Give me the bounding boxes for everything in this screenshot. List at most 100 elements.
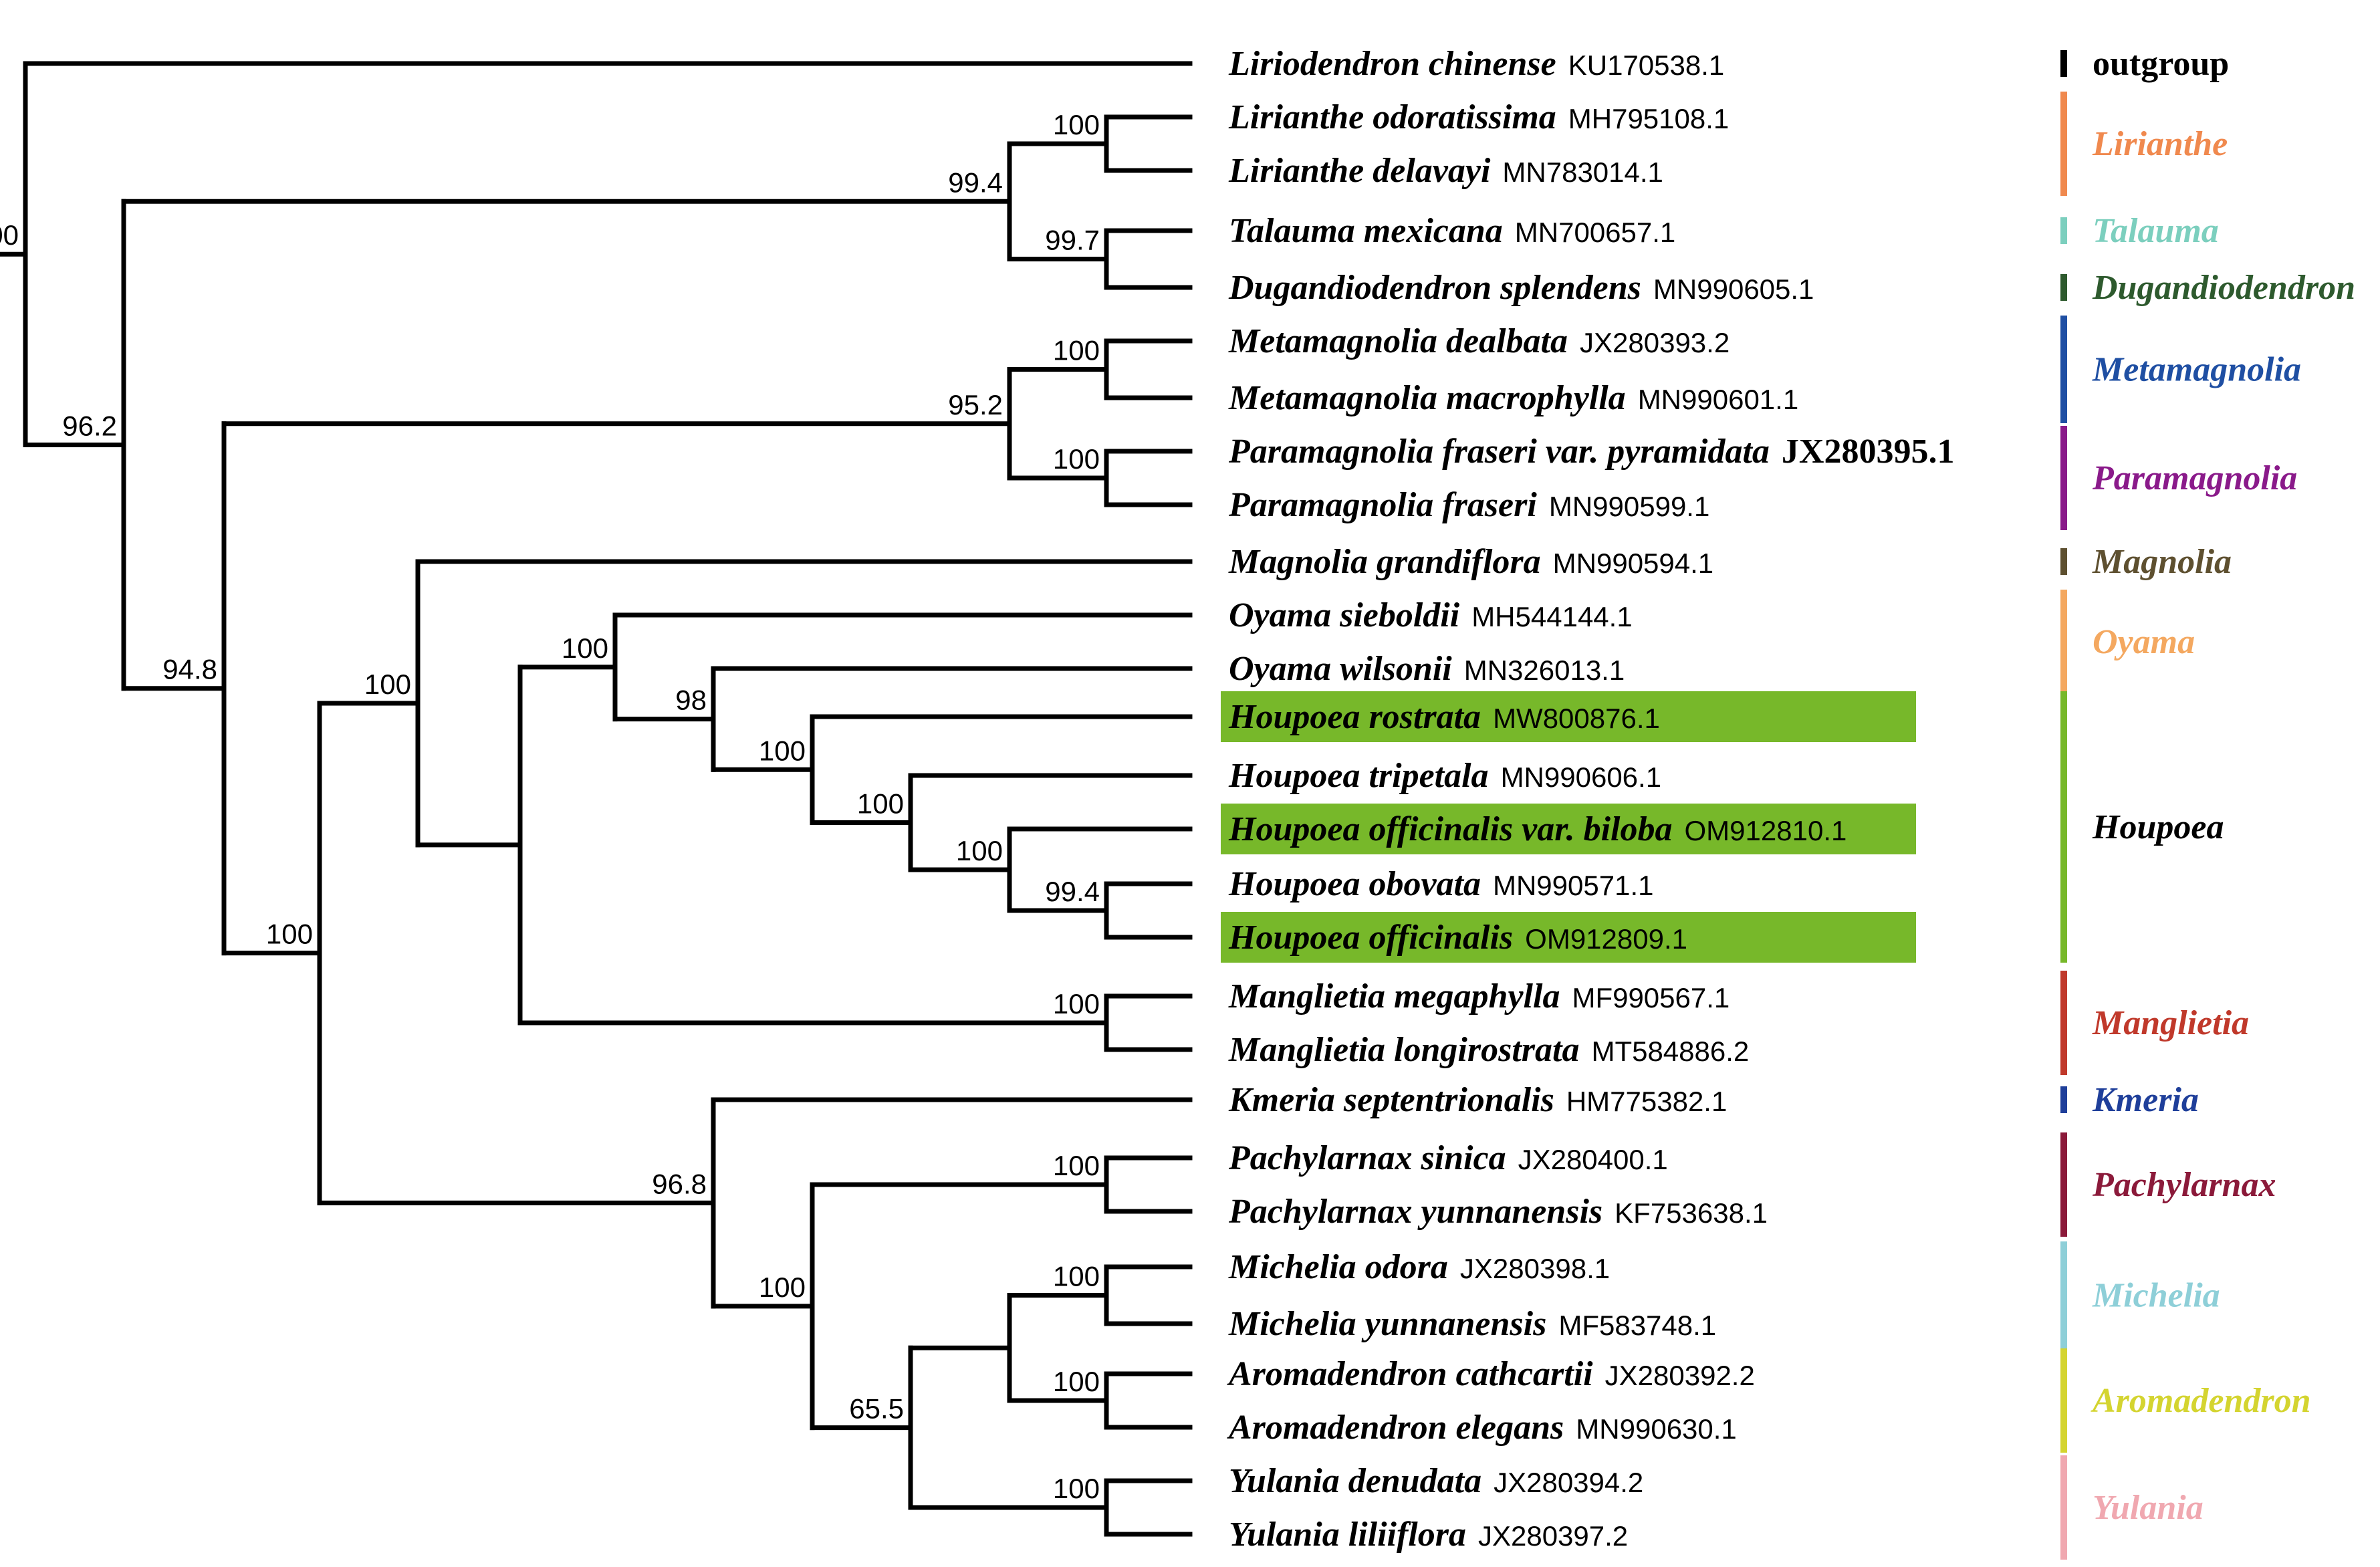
species-name: Oyama wilsonii: [1229, 650, 1452, 688]
accession-number: JX280395.1: [1782, 433, 1955, 471]
support-value: 100: [759, 735, 806, 766]
taxon-label: Oyama wilsonii MN326013.1: [1229, 650, 1625, 688]
taxon-label: Yulania denudata JX280394.2: [1229, 1462, 1643, 1500]
accession-number: MN990571.1: [1493, 870, 1654, 901]
taxon-label: Oyama sieboldii MH544144.1: [1229, 596, 1633, 634]
taxon-label: Paramagnolia fraseri var. pyramidata JX28…: [1228, 433, 1954, 471]
clade-bar: [2060, 50, 2067, 77]
taxon-labels: Liriodendron chinense KU170538.1 Lirianthe…: [1227, 45, 1954, 1554]
taxon-label: Talauma mexicana MN700657.1: [1229, 212, 1675, 250]
species-name: Michelia odora: [1228, 1248, 1448, 1286]
accession-number: KF753638.1: [1615, 1197, 1768, 1229]
clade-bar: [2060, 1086, 2067, 1113]
clade-bar: [2060, 217, 2067, 244]
clade-bar: [2060, 426, 2067, 530]
species-name: Houpoea officinalis: [1228, 919, 1513, 957]
species-name: Manglietia longirostrata: [1228, 1031, 1579, 1069]
species-name: Metamagnolia dealbata: [1228, 322, 1568, 360]
clade-annotations: outgroup Lirianthe Talauma Dugandiodendron M…: [2060, 45, 2355, 1560]
species-name: Yulania denudata: [1229, 1462, 1481, 1500]
highlight-boxes: [1221, 691, 1916, 963]
support-values: 100 96.2 99.4 100 99.7 94.8 95.2 100 100 100 100 10…: [0, 109, 1100, 1504]
highlight-box: [1221, 804, 1916, 854]
support-value: 96.8: [652, 1168, 707, 1199]
support-value: 100: [1053, 1150, 1100, 1181]
support-value: 99.4: [948, 166, 1003, 198]
clade-label: Pachylarnax: [2092, 1166, 2276, 1204]
species-name: Houpoea rostrata: [1228, 698, 1481, 736]
accession-number: MN783014.1: [1502, 156, 1663, 188]
accession-number: JX280393.2: [1580, 327, 1730, 358]
accession-number: JX280398.1: [1460, 1253, 1610, 1284]
taxon-label: Houpoea tripetala MN990606.1: [1228, 757, 1661, 795]
species-name: Aromadendron elegans: [1227, 1409, 1564, 1447]
clade-label: Michelia: [2092, 1277, 2220, 1315]
taxon-label: Houpoea obovata MN990571.1: [1228, 865, 1653, 903]
clade-label: Magnolia: [2092, 543, 2232, 581]
clade-label: Lirianthe: [2092, 125, 2228, 163]
accession-number: HM775382.1: [1566, 1086, 1728, 1117]
clade-label: Aromadendron: [2091, 1382, 2311, 1420]
species-name: Kmeria septentrionalis: [1228, 1081, 1554, 1119]
accession-number: MN990594.1: [1553, 548, 1714, 579]
support-value: 100: [0, 219, 19, 251]
support-value: 100: [1053, 1366, 1100, 1397]
species-name: Dugandiodendron splendens: [1228, 269, 1641, 307]
accession-number: JX280394.2: [1494, 1467, 1643, 1498]
tree-branches: [0, 61, 1193, 1537]
support-value: 100: [1053, 109, 1100, 140]
species-name: Magnolia grandiflora: [1228, 543, 1541, 581]
clade-label: Talauma: [2093, 212, 2219, 250]
accession-number: MH544144.1: [1471, 601, 1633, 632]
accession-number: JX280400.1: [1518, 1144, 1668, 1175]
clade-bar: [2060, 691, 2067, 963]
support-value: 100: [1053, 1473, 1100, 1504]
accession-number: MN990606.1: [1501, 761, 1662, 793]
accession-number: MF990567.1: [1572, 982, 1730, 1013]
support-value: 65.5: [849, 1393, 904, 1425]
species-name: Paramagnolia fraseri: [1228, 486, 1537, 524]
species-name: Pachylarnax sinica: [1228, 1139, 1506, 1177]
highlight-box: [1221, 691, 1916, 742]
taxon-label: Aromadendron cathcartii JX280392.2: [1227, 1355, 1755, 1393]
clade-bar: [2060, 1455, 2067, 1560]
support-value: 100: [1053, 335, 1100, 366]
clade-bar: [2060, 1132, 2067, 1237]
clade-label: Dugandiodendron: [2092, 269, 2355, 307]
species-name: Houpoea officinalis var. biloba: [1228, 810, 1673, 848]
clade-label: Houpoea: [2092, 808, 2224, 846]
taxon-label: Pachylarnax yunnanensis KF753638.1: [1228, 1193, 1768, 1231]
species-name: Aromadendron cathcartii: [1227, 1355, 1593, 1393]
accession-number: MN990599.1: [1549, 491, 1710, 522]
support-value: 100: [1053, 1261, 1100, 1292]
clade-bar: [2060, 590, 2067, 694]
accession-number: MN326013.1: [1464, 654, 1625, 686]
accession-number: MN990630.1: [1576, 1413, 1737, 1445]
species-name: Michelia yunnanensis: [1228, 1305, 1546, 1343]
taxon-label: Houpoea officinalis var. biloba OM912810.…: [1228, 810, 1847, 848]
accession-number: MN990601.1: [1638, 384, 1799, 415]
accession-number: MT584886.2: [1591, 1036, 1749, 1067]
species-name: Lirianthe delavayi: [1228, 152, 1491, 190]
accession-number: OM912810.1: [1685, 815, 1847, 846]
taxon-label: Liriodendron chinense KU170538.1: [1228, 45, 1724, 83]
taxon-label: Houpoea rostrata MW800876.1: [1228, 698, 1660, 736]
species-name: Metamagnolia macrophylla: [1228, 379, 1626, 417]
clade-bar: [2060, 548, 2067, 575]
taxon-label: Manglietia longirostrata MT584886.2: [1228, 1031, 1749, 1069]
clade-label: Yulania: [2093, 1489, 2204, 1527]
accession-number: OM912809.1: [1525, 923, 1687, 955]
species-name: Oyama sieboldii: [1229, 596, 1460, 634]
clade-bar: [2060, 274, 2067, 301]
support-value: 99.4: [1045, 876, 1100, 907]
taxon-label: Lirianthe delavayi MN783014.1: [1228, 152, 1663, 190]
support-value: 96.2: [62, 410, 117, 441]
support-value: 99.7: [1045, 225, 1100, 256]
clade-bar: [2060, 1241, 2067, 1349]
species-name: Pachylarnax yunnanensis: [1228, 1193, 1602, 1231]
species-name: Yulania liliiflora: [1229, 1516, 1466, 1554]
species-name: Talauma mexicana: [1229, 212, 1503, 250]
highlight-box: [1221, 912, 1916, 963]
support-value: 100: [1053, 988, 1100, 1019]
